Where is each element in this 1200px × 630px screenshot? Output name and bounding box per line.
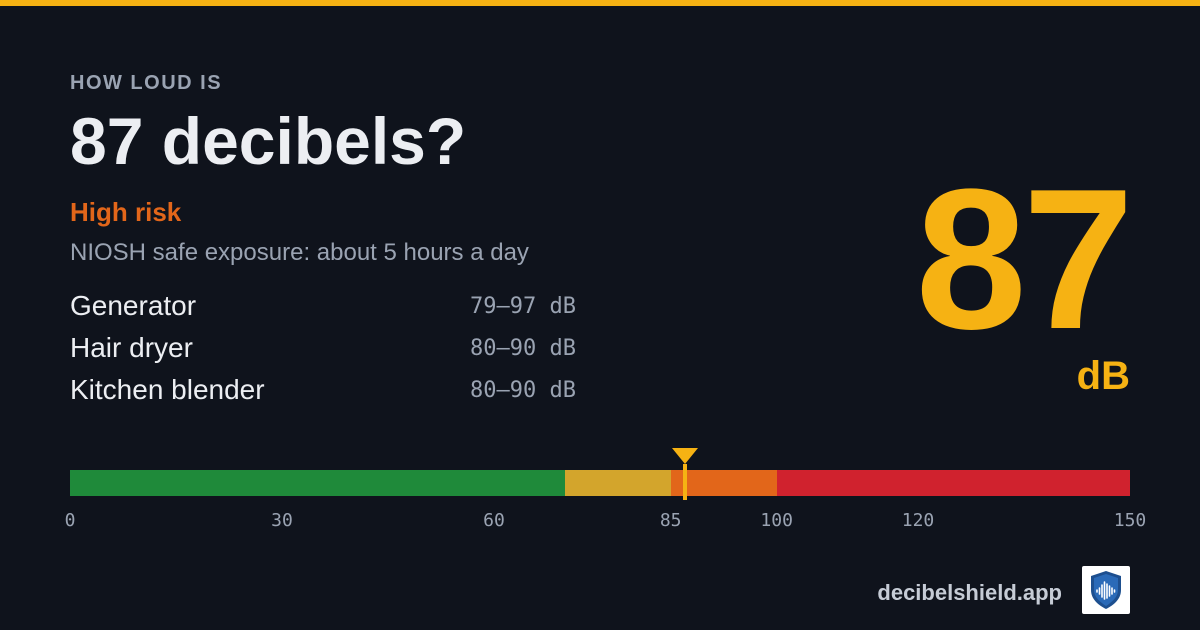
eyebrow-label: HOW LOUD IS xyxy=(70,72,223,94)
top-accent-bar xyxy=(0,0,1200,6)
list-item: Hair dryer 80–90 dB xyxy=(70,332,590,374)
tick-label: 85 xyxy=(659,510,682,531)
decibel-scale: 0 30 60 85 100 120 150 xyxy=(65,448,1146,538)
tick-label: 150 xyxy=(1113,510,1147,531)
tick-label: 0 xyxy=(64,510,76,531)
tick-label: 120 xyxy=(901,510,935,531)
scale-band-1 xyxy=(564,470,671,496)
list-item: Generator 79–97 dB xyxy=(70,290,590,332)
level-marker-line xyxy=(682,464,687,500)
scale-band-3 xyxy=(776,470,1130,496)
scale-band-2 xyxy=(670,470,777,496)
scale-band-0 xyxy=(70,470,565,496)
level-marker-icon xyxy=(671,448,698,464)
decibel-value: 87 xyxy=(915,148,1134,371)
list-item: Kitchen blender 80–90 dB xyxy=(70,374,590,416)
examples-list: Generator 79–97 dB Hair dryer 80–90 dB K… xyxy=(70,290,590,416)
page-title: 87 decibels? xyxy=(70,104,467,178)
brand-link[interactable]: decibelshield.app xyxy=(877,580,1062,605)
example-name: Kitchen blender xyxy=(70,374,265,405)
example-range: 79–97 dB xyxy=(470,294,576,319)
tick-label: 30 xyxy=(271,510,293,531)
exposure-text: NIOSH safe exposure: about 5 hours a day xyxy=(70,239,529,266)
example-range: 80–90 dB xyxy=(470,378,576,403)
example-name: Hair dryer xyxy=(70,332,193,363)
scale-bar xyxy=(70,470,1130,496)
tick-label: 60 xyxy=(483,510,505,531)
shield-soundwave-icon xyxy=(1082,566,1130,614)
decibel-unit: dB xyxy=(1076,354,1130,398)
risk-level-label: High risk xyxy=(70,197,182,227)
tick-label: 100 xyxy=(760,510,793,531)
example-range: 80–90 dB xyxy=(470,336,576,361)
example-name: Generator xyxy=(70,290,197,321)
